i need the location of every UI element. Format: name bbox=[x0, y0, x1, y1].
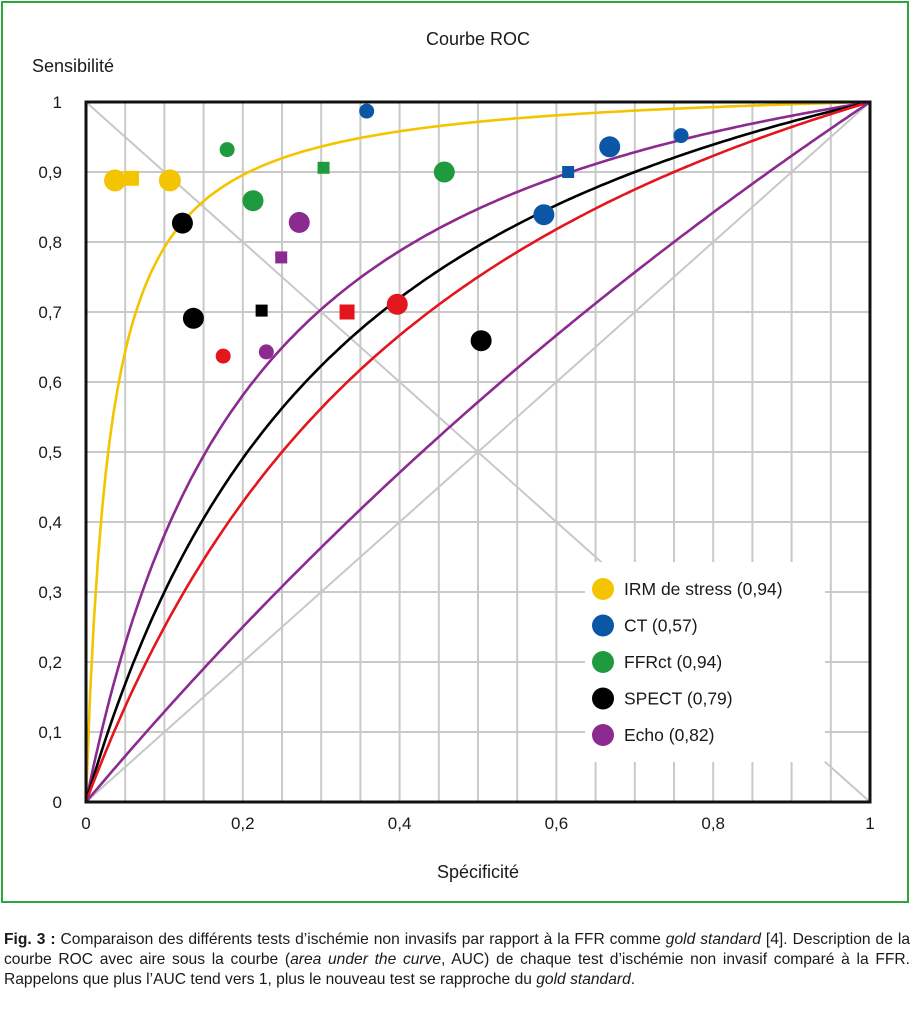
x-tick-label: 0 bbox=[81, 814, 90, 833]
legend-box bbox=[585, 562, 825, 762]
roc-chart: 0 0,2 0,4 0,6 0,8 1 0 0,1 0,2 0,3 0,4 0,5 0,6 0,7 0,8 0… bbox=[32, 29, 875, 882]
caption-text-4: . bbox=[630, 971, 636, 988]
caption-text-2: [4]. Description de la courbe ROC avec a… bbox=[4, 931, 911, 968]
y-tick-label: 0,7 bbox=[38, 303, 62, 322]
roc-curve bbox=[84, 100, 871, 803]
legend: IRM de stress (0,94) CT (0,57) FFRct (0,94… bbox=[585, 562, 825, 762]
y-tick-label: 0,5 bbox=[38, 443, 62, 462]
caption-text-1: Comparaison des différents tests d’isché… bbox=[55, 931, 666, 948]
figure-caption: Fig. 3 : Comparaison des différents test… bbox=[4, 930, 910, 990]
data-point-square bbox=[255, 304, 268, 317]
legend-marker bbox=[592, 651, 614, 673]
roc-curve bbox=[84, 100, 871, 803]
data-point-circle bbox=[215, 348, 231, 364]
roc-curves bbox=[84, 100, 871, 803]
y-tick-label: 0,1 bbox=[38, 723, 62, 742]
y-tick-label: 1 bbox=[53, 93, 62, 112]
data-point-square bbox=[562, 166, 575, 178]
caption-auc-english: area under the curve bbox=[290, 951, 442, 968]
legend-marker bbox=[592, 578, 614, 600]
caption-gold-standard-1: gold standard bbox=[665, 931, 761, 948]
caption-text-3: , AUC) de chaque test d’ischémie non inv… bbox=[4, 951, 910, 988]
data-point-circle bbox=[182, 307, 204, 329]
chart-title: Courbe ROC bbox=[426, 29, 530, 49]
x-tick-label: 0,4 bbox=[388, 814, 412, 833]
roc-curve bbox=[84, 100, 871, 803]
roc-curve bbox=[84, 100, 871, 803]
y-tick-label: 0 bbox=[53, 793, 62, 812]
roc-curve bbox=[84, 100, 871, 803]
figure-frame bbox=[1, 1, 909, 903]
data-point-square bbox=[275, 251, 288, 264]
legend-label: FFRct (0,94) bbox=[624, 652, 722, 672]
y-axis-label: Sensibilité bbox=[32, 56, 114, 76]
caption-gold-standard-2: gold standard bbox=[536, 971, 631, 988]
data-point-circle bbox=[242, 190, 264, 212]
x-axis-label: Spécificité bbox=[437, 862, 519, 882]
grid-lines bbox=[86, 102, 870, 802]
caption-label: Fig. 3 : bbox=[4, 931, 56, 948]
reference-diagonal bbox=[85, 101, 871, 803]
y-tick-label: 0,3 bbox=[38, 583, 62, 602]
data-point-square bbox=[123, 170, 139, 186]
data-point-circle bbox=[288, 211, 310, 233]
x-tick-label: 0,8 bbox=[701, 814, 725, 833]
x-tick-label: 0,2 bbox=[231, 814, 255, 833]
data-point-circle bbox=[470, 330, 492, 352]
legend-label: SPECT (0,79) bbox=[624, 689, 733, 709]
data-point-circle bbox=[599, 136, 621, 158]
y-tick-label: 0,8 bbox=[38, 233, 62, 252]
y-tick-label: 0,9 bbox=[38, 163, 62, 182]
data-point-circle bbox=[258, 344, 274, 360]
x-tick-label: 1 bbox=[865, 814, 874, 833]
x-tick-label: 0,6 bbox=[545, 814, 569, 833]
y-tick-label: 0,4 bbox=[38, 513, 62, 532]
tick-labels: 0 0,2 0,4 0,6 0,8 1 0 0,1 0,2 0,3 0,4 0,5 0,6 0,7 0,8 0… bbox=[38, 93, 874, 833]
legend-label: IRM de stress (0,94) bbox=[624, 579, 783, 599]
data-point-circle bbox=[171, 212, 193, 234]
legend-marker bbox=[592, 614, 614, 637]
data-point-circle bbox=[104, 169, 127, 192]
plot-frame bbox=[84, 100, 872, 804]
legend-marker bbox=[592, 687, 614, 710]
data-point-circle bbox=[433, 161, 455, 183]
data-point-square bbox=[317, 161, 330, 174]
data-point-circle bbox=[673, 128, 689, 144]
data-point-square bbox=[339, 304, 355, 320]
y-tick-label: 0,6 bbox=[38, 373, 62, 392]
data-point-circle bbox=[158, 169, 181, 192]
legend-label: Echo (0,82) bbox=[624, 725, 714, 745]
data-points bbox=[104, 103, 689, 364]
legend-label: CT (0,57) bbox=[624, 616, 698, 636]
y-tick-label: 0,2 bbox=[38, 653, 62, 672]
legend-marker bbox=[592, 724, 614, 746]
data-point-circle bbox=[219, 142, 235, 158]
data-point-circle bbox=[533, 204, 555, 226]
data-point-circle bbox=[386, 293, 408, 315]
data-point-circle bbox=[359, 103, 375, 119]
